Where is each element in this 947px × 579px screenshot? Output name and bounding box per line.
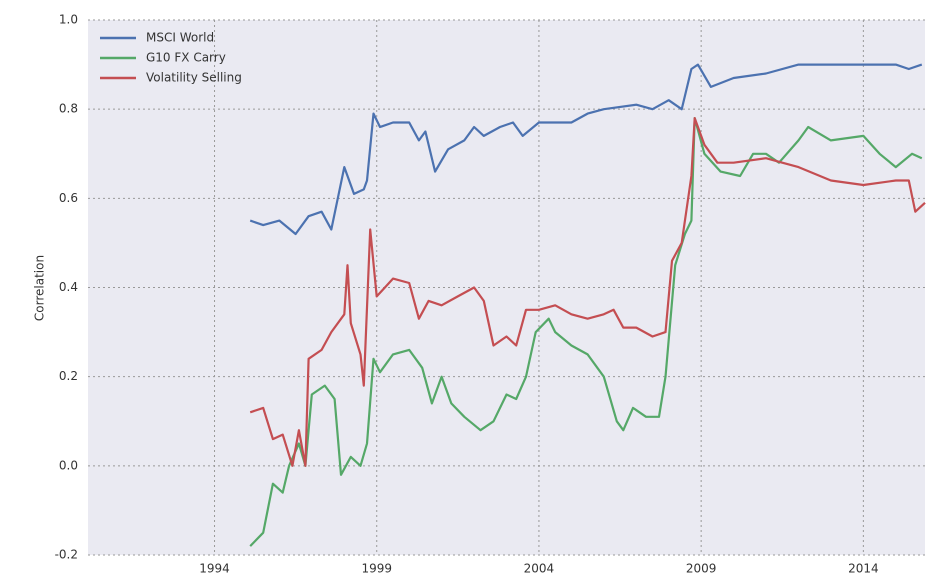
x-tick-label: 1999	[361, 562, 392, 576]
series-line	[249, 63, 923, 236]
x-tick-label: 2014	[848, 562, 879, 576]
y-tick-label: 0.8	[59, 102, 78, 116]
legend-label: G10 FX Carry	[146, 51, 226, 65]
series-line	[249, 117, 923, 547]
x-tick-label: 2004	[524, 562, 555, 576]
y-tick-label: 0.6	[59, 191, 78, 205]
y-tick-label: 0.2	[59, 369, 78, 383]
x-tick-label: 1994	[199, 562, 230, 576]
y-axis-label: Correlation	[33, 255, 47, 321]
series-line	[249, 117, 926, 467]
x-tick-label: 2009	[686, 562, 717, 576]
y-tick-label: 0.4	[59, 280, 78, 294]
y-tick-label: 1.0	[59, 13, 78, 27]
legend-label: MSCI World	[146, 31, 214, 45]
y-tick-label: 0.0	[59, 458, 78, 472]
plot-area	[88, 20, 925, 555]
legend-label: Volatility Selling	[146, 71, 242, 85]
y-tick-label: -0.2	[55, 548, 78, 562]
